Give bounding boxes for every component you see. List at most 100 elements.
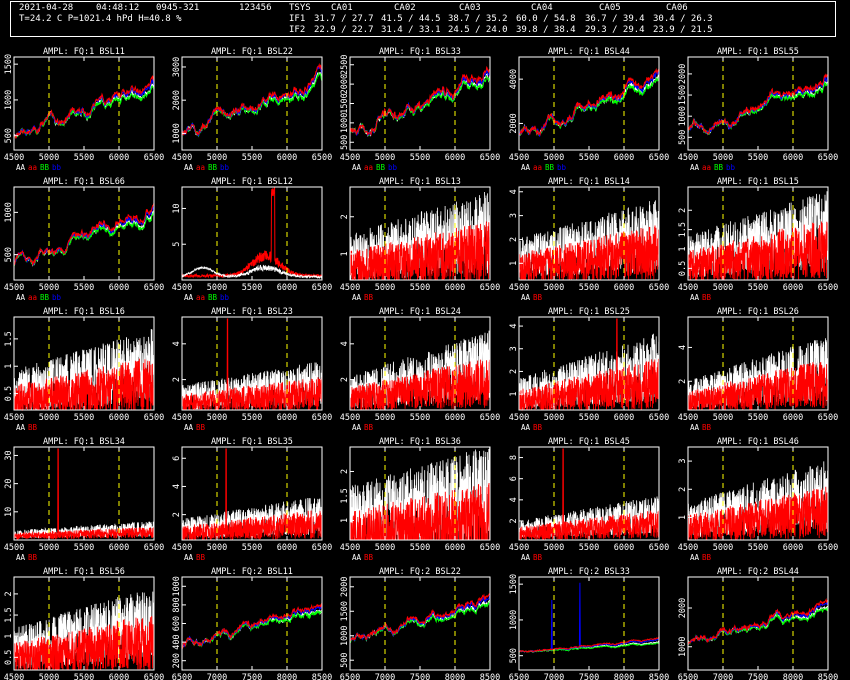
header-weather: T=24.2 C P=1021.4 hPd H=40.8 % (19, 14, 182, 24)
aa-series-red (181, 187, 323, 279)
aa-series-white (181, 264, 323, 280)
if2-ca01: 22.9 / 22.7 (314, 25, 374, 35)
y-tick-label: 500 (4, 247, 14, 262)
legend-item: aa (28, 293, 37, 302)
legend-item: aa (28, 163, 37, 172)
x-tick-label: 7000 (713, 673, 733, 680)
x-tick-label: 6500 (649, 543, 669, 553)
legend-item: AA (352, 163, 362, 172)
legend-item: BB (545, 163, 555, 172)
if2-ca04: 39.8 / 38.4 (516, 25, 576, 35)
x-tick-label: 4500 (509, 413, 529, 423)
panel-title: AMPL: FQ:1 BSL24 (379, 307, 461, 317)
panel-title: AMPL: FQ:1 BSL25 (548, 307, 630, 317)
y-tick-label: 400 (172, 634, 182, 649)
legend-item: bb (388, 163, 398, 172)
y-tick-label: 1.5 (4, 607, 14, 622)
chart-panel: AMPL: FQ:1 BSL12 4500 5000 5500 6000 6500 5 10 A… (172, 177, 332, 302)
x-tick-label: 4500 (340, 153, 360, 163)
x-tick-label: 4500 (172, 543, 192, 553)
chart-panel: AMPL: FQ:1 BSL35 4500 5000 5500 6000 6500 2 4 6 A… (172, 437, 332, 562)
chart-panel: AMPL: FQ:2 BSL11 6500 7000 7500 8000 8500 200 4… (172, 567, 332, 680)
panel-title: AMPL: FQ:1 BSL23 (211, 307, 293, 317)
x-tick-label: 6500 (480, 153, 500, 163)
y-tick-label: 1 (509, 392, 519, 397)
plot-frame (13, 56, 155, 151)
x-tick-label: 5500 (410, 283, 430, 293)
ant-ca04: CA04 (531, 3, 553, 13)
x-tick-label: 5000 (375, 543, 395, 553)
x-tick-label: 6500 (818, 283, 838, 293)
aa-series (349, 191, 491, 281)
y-tick-label: 4000 (509, 69, 519, 89)
legend-item: BB (533, 293, 543, 302)
y-tick-label: 3000 (172, 57, 182, 77)
x-tick-label: 6000 (614, 543, 634, 553)
panel-title: AMPL: FQ:1 BSL46 (717, 437, 799, 447)
header-time: 04:48:12 (96, 3, 140, 13)
y-tick-label: 8 (509, 455, 519, 460)
legend-item: BB (208, 293, 218, 302)
y-tick-label: 1000 (4, 202, 14, 222)
legend-item: aa (533, 163, 542, 172)
x-tick-label: 5000 (39, 673, 59, 680)
chart-panel: AMPL: FQ:1 BSL15 4500 5000 5500 6000 6500 0.5 1… (678, 177, 838, 302)
chart-panel: AMPL: FQ:2 BSL22 6500 7000 7500 8000 8500 500 1… (340, 567, 500, 680)
legend-item: aa (196, 293, 205, 302)
x-tick-label: 6500 (172, 673, 192, 680)
y-tick-label: 10 (172, 203, 182, 213)
y-tick-label: 1000 (509, 610, 519, 630)
y-tick-label: 2 (172, 377, 182, 382)
y-tick-label: 3 (509, 346, 519, 351)
y-tick-label: 2 (678, 487, 688, 492)
chart-panel: AMPL: FQ:2 BSL33 6500 7000 7500 8000 8500 500 1… (509, 567, 669, 680)
x-tick-label: 6000 (277, 543, 297, 553)
x-tick-label: 5500 (748, 153, 768, 163)
x-tick-label: 5500 (579, 153, 599, 163)
x-tick-label: 6500 (480, 283, 500, 293)
x-tick-label: 6000 (445, 283, 465, 293)
bb-series (13, 358, 155, 412)
if1-ca06: 30.4 / 26.3 (653, 14, 713, 24)
x-tick-label: 6500 (509, 673, 529, 680)
x-tick-label: 8000 (277, 673, 297, 680)
legend-item: AA (690, 553, 700, 562)
y-tick-label: 1000 (340, 113, 350, 133)
chart-panel: AMPL: FQ:1 BSL46 4500 5000 5500 6000 6500 1 2 3 A… (678, 437, 838, 562)
legend-item: bb (220, 163, 230, 172)
chart-panel: AMPL: FQ:1 BSL44 4500 5000 5500 6000 6500 2000… (509, 47, 669, 172)
y-tick-label: 1.5 (340, 488, 350, 503)
x-tick-label: 5500 (748, 413, 768, 423)
x-tick-label: 8000 (783, 673, 803, 680)
y-tick-label: 500 (340, 135, 350, 150)
y-tick-label: 6 (172, 456, 182, 461)
x-tick-label: 8000 (445, 673, 465, 680)
x-tick-label: 4500 (172, 283, 192, 293)
y-tick-label: 2000 (340, 74, 350, 94)
bb-series (687, 486, 829, 541)
x-tick-label: 5000 (375, 413, 395, 423)
x-tick-label: 8500 (818, 673, 838, 680)
legend-item: BB (28, 553, 38, 562)
legend-item: AA (521, 553, 531, 562)
y-tick-label: 2000 (678, 598, 688, 618)
x-tick-label: 4500 (4, 413, 24, 423)
x-tick-label: 5500 (410, 153, 430, 163)
x-tick-label: 4500 (4, 283, 24, 293)
legend-item: AA (521, 293, 531, 302)
chart-panel: AMPL: FQ:1 BSL33 4500 5000 5500 6000 6500 500 1… (340, 47, 500, 172)
x-tick-label: 6000 (614, 283, 634, 293)
x-tick-label: 6000 (109, 543, 129, 553)
y-tick-label: 2 (340, 377, 350, 382)
bb-series (13, 448, 155, 541)
x-tick-label: 6500 (818, 153, 838, 163)
x-tick-label: 6000 (109, 153, 129, 163)
x-tick-label: 6500 (312, 413, 332, 423)
ab-series (13, 202, 155, 266)
y-tick-label: 4 (172, 484, 182, 489)
x-tick-label: 7500 (410, 673, 430, 680)
x-tick-label: 5500 (74, 673, 94, 680)
x-tick-label: 5000 (39, 543, 59, 553)
panel-title: AMPL: FQ:1 BSL55 (717, 47, 799, 57)
